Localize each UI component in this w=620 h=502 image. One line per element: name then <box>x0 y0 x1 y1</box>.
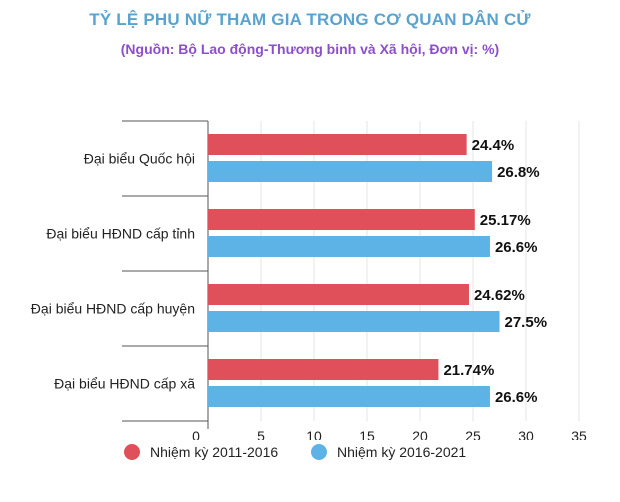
bar <box>208 236 490 257</box>
chart-subtitle: (Nguồn: Bộ Lao động-Thương binh và Xã hộ… <box>120 41 500 57</box>
x-tick-label: 15 <box>359 428 375 440</box>
bar <box>208 359 439 380</box>
legend-item-2016-2021: Nhiệm kỳ 2016-2021 <box>311 444 466 460</box>
x-tick-label: 35 <box>571 428 587 440</box>
category-label: Đại biểu Quốc hội <box>84 151 195 167</box>
bar <box>208 161 493 182</box>
bar <box>208 134 467 155</box>
bar-data-label: 27.5% <box>505 314 548 331</box>
legend-label: Nhiệm kỳ 2011-2016 <box>150 444 279 460</box>
bar-data-label: 25.17% <box>480 212 531 229</box>
bar <box>208 284 469 305</box>
bar-data-label: 24.4% <box>472 137 515 154</box>
chart-legend: Nhiệm kỳ 2011-2016 Nhiệm kỳ 2016-2021 <box>0 444 620 468</box>
chart-title: TỶ LỆ PHỤ NỮ THAM GIA TRONG CƠ QUAN DÂN … <box>89 10 531 29</box>
bar <box>208 386 490 407</box>
bar-data-label: 24.62% <box>474 287 525 304</box>
x-tick-label: 30 <box>518 428 534 440</box>
bar <box>208 311 500 332</box>
bar-data-label: 26.6% <box>495 389 538 406</box>
legend-marker <box>124 444 140 460</box>
category-label: Đại biểu HĐND cấp xã <box>54 376 195 392</box>
category-label: Đại biểu HĐND cấp huyện <box>31 301 195 317</box>
x-tick-label: 20 <box>412 428 428 440</box>
legend-marker <box>311 444 327 460</box>
bar <box>208 209 475 230</box>
x-tick-label: 0 <box>192 428 200 440</box>
bar-data-label: 21.74% <box>443 362 494 379</box>
x-tick-label: 25 <box>465 428 481 440</box>
legend-item-2011-2016: Nhiệm kỳ 2011-2016 <box>124 444 278 460</box>
x-tick-label: 10 <box>306 428 322 440</box>
bar-chart: 0 5 10 15 20 25 30 35 Đại biểu Quốc hội 24.4% 26.8… <box>31 120 587 440</box>
x-tick-label: 5 <box>257 428 265 440</box>
bar-data-label: 26.6% <box>495 239 538 256</box>
bar-data-label: 26.8% <box>497 164 540 181</box>
legend-label: Nhiệm kỳ 2016-2021 <box>337 444 467 460</box>
category-label: Đại biểu HĐND cấp tỉnh <box>46 226 195 242</box>
